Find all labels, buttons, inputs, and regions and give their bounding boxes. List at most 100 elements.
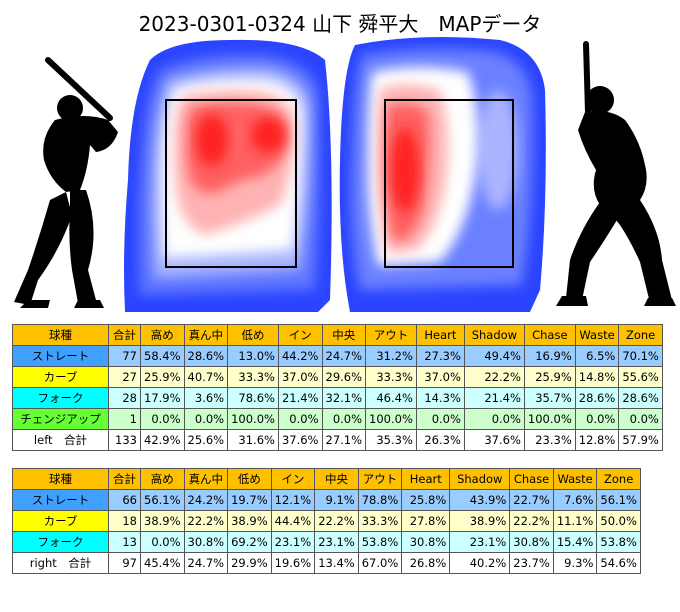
- table-cell: 133: [108, 429, 141, 451]
- table-row: ストレート 66 56.1% 24.2% 19.7% 12.1% 9.1% 78.8% 25.8…: [12, 489, 641, 511]
- table-cell: 22.7%: [509, 489, 554, 511]
- table-cell: 78.8%: [357, 489, 403, 511]
- column-header: 低め: [227, 324, 279, 346]
- column-header: 低め: [227, 468, 272, 490]
- column-header: Chase: [523, 324, 576, 346]
- table-cell: 37.0%: [415, 366, 465, 388]
- table-cell: 13.0%: [227, 345, 279, 367]
- column-header: 中央: [321, 324, 367, 346]
- table-cell: 50.0%: [596, 510, 641, 532]
- table-row: ストレート 77 58.4% 28.6% 13.0% 44.2% 24.7% 31.2% 27.…: [12, 345, 663, 367]
- column-header: アウト: [357, 468, 403, 490]
- table-cell: 70.1%: [618, 345, 663, 367]
- table-cell: 55.6%: [618, 366, 663, 388]
- table-cell: 31.2%: [365, 345, 417, 367]
- table-cell: 23.7%: [509, 552, 554, 574]
- table-cell: 24.7%: [183, 552, 229, 574]
- table-cell: 66: [108, 489, 141, 511]
- table-cell: 78.6%: [227, 387, 279, 409]
- heatmap-left-peak-1: [196, 114, 228, 166]
- table-row: フォーク 13 0.0% 30.8% 69.2% 23.1% 23.1% 53.8% 30.8%…: [12, 531, 641, 553]
- pitch-type-label: カーブ: [12, 366, 109, 388]
- table-cell: 32.1%: [321, 387, 367, 409]
- column-header: 合計: [108, 468, 141, 490]
- table-cell: 56.1%: [140, 489, 185, 511]
- table-cell: 30.8%: [183, 531, 229, 553]
- table-cell: 23.3%: [523, 429, 576, 451]
- table-cell: 28.6%: [183, 345, 229, 367]
- table-cell: 37.6%: [277, 429, 323, 451]
- table-cell: 100.0%: [523, 408, 576, 430]
- table-cell: 42.9%: [140, 429, 185, 451]
- table-cell: 0.0%: [574, 408, 620, 430]
- column-header: Zone: [618, 324, 663, 346]
- table-cell: 23.1%: [314, 531, 359, 553]
- table-cell: 12.8%: [574, 429, 620, 451]
- pitch-type-label: チェンジアップ: [12, 408, 109, 430]
- table-cell: 0.0%: [277, 408, 323, 430]
- table-cell: 1: [108, 408, 141, 430]
- table-cell: 21.4%: [277, 387, 323, 409]
- table-cell: 7.6%: [552, 489, 598, 511]
- table-cell: 15.4%: [552, 531, 598, 553]
- table-cell: 24.2%: [183, 489, 229, 511]
- table-cell: 0.0%: [463, 408, 525, 430]
- table-cell: 33.3%: [365, 366, 417, 388]
- table-cell: 37.0%: [277, 366, 323, 388]
- table-cell: 29.9%: [227, 552, 272, 574]
- table-cell: 16.9%: [523, 345, 576, 367]
- table-cell: 25.6%: [183, 429, 229, 451]
- table-cell: 56.1%: [596, 489, 641, 511]
- table-cell: 23.1%: [449, 531, 511, 553]
- column-header: イン: [270, 468, 316, 490]
- table-cell: 14.3%: [415, 387, 465, 409]
- table-cell: 69.2%: [227, 531, 272, 553]
- table-cell: 40.2%: [449, 552, 511, 574]
- table-cell: 40.7%: [183, 366, 229, 388]
- column-header: Waste: [552, 468, 598, 490]
- table-cell: 45.4%: [140, 552, 185, 574]
- pitch-type-label: ストレート: [12, 345, 109, 367]
- heatmap-area: [14, 36, 676, 312]
- left-stats-table: 球種 合計 高め 真ん中 低め イン 中央 アウト Heart Shadow Chase Waste Z…: [12, 324, 663, 451]
- table-cell: 28.6%: [618, 387, 663, 409]
- pitch-type-label: カーブ: [12, 510, 109, 532]
- table-row: カーブ 18 38.9% 22.2% 38.9% 44.4% 22.2% 33.3% 27.8%…: [12, 510, 641, 532]
- table-cell: 27: [108, 366, 141, 388]
- table-cell: 97: [108, 552, 141, 574]
- pitch-type-label: right 合計: [12, 552, 109, 574]
- column-header: アウト: [365, 324, 417, 346]
- table-cell: 25.8%: [401, 489, 451, 511]
- table-cell: 58.4%: [140, 345, 185, 367]
- column-header: 高め: [140, 468, 185, 490]
- heatmap-right: [339, 36, 546, 312]
- table-cell: 44.4%: [270, 510, 316, 532]
- table-cell: 17.9%: [140, 387, 185, 409]
- table-cell: 27.3%: [415, 345, 465, 367]
- batter-right-silhouette-icon: [556, 41, 676, 306]
- table-cell: 22.2%: [183, 510, 229, 532]
- column-header: 球種: [12, 324, 109, 346]
- table-cell: 6.5%: [574, 345, 620, 367]
- pitch-type-label: フォーク: [12, 387, 109, 409]
- table-cell: 46.4%: [365, 387, 417, 409]
- column-header: 高め: [140, 324, 185, 346]
- table-cell: 18: [108, 510, 141, 532]
- table-cell: 28.6%: [574, 387, 620, 409]
- table-cell: 30.8%: [509, 531, 554, 553]
- table-total-row: right 合計 97 45.4% 24.7% 29.9% 19.6% 13.4% 67.0%…: [12, 552, 641, 574]
- table-cell: 26.3%: [415, 429, 465, 451]
- table-cell: 22.2%: [314, 510, 359, 532]
- table-cell: 0.0%: [183, 408, 229, 430]
- table-cell: 30.8%: [401, 531, 451, 553]
- table-cell: 0.0%: [140, 531, 185, 553]
- table-cell: 0.0%: [415, 408, 465, 430]
- table-cell: 53.8%: [596, 531, 641, 553]
- table-total-row: left 合計 133 42.9% 25.6% 31.6% 37.6% 27.1% 35.3%…: [12, 429, 663, 451]
- table-cell: 11.1%: [552, 510, 598, 532]
- table-cell: 25.9%: [140, 366, 185, 388]
- table-cell: 77: [108, 345, 141, 367]
- column-header: Shadow: [449, 468, 511, 490]
- table-cell: 22.2%: [463, 366, 525, 388]
- table-cell: 26.8%: [401, 552, 451, 574]
